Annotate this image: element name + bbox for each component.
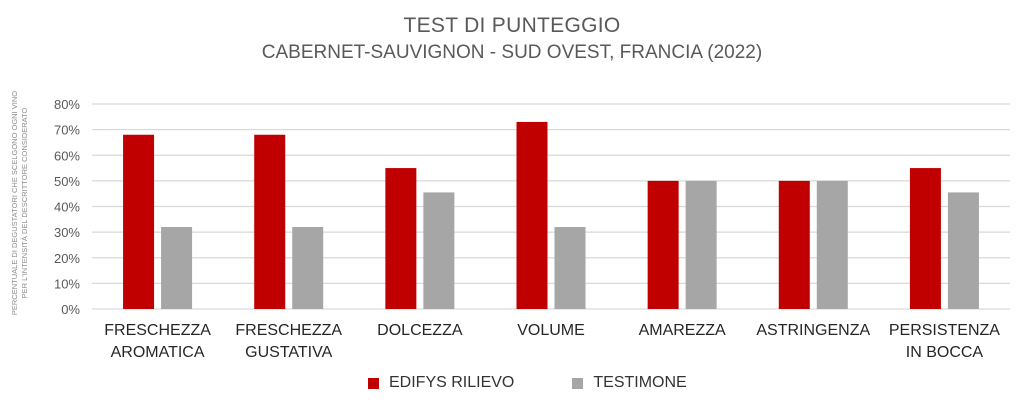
x-tick-label: VOLUME bbox=[517, 322, 585, 339]
bar-edifys bbox=[254, 134, 286, 309]
bar-edifys bbox=[123, 134, 155, 309]
y-tick-label: 50% bbox=[54, 174, 80, 189]
x-tick-label: GUSTATIVA bbox=[245, 344, 332, 361]
bar-edifys bbox=[647, 180, 679, 309]
legend-item-edifys: EDIFYS RILIEVO bbox=[368, 374, 514, 392]
legend-label-edifys: EDIFYS RILIEVO bbox=[389, 374, 515, 391]
x-tick-label: PERSISTENZA bbox=[889, 322, 1000, 339]
legend-swatch-testimone bbox=[572, 377, 584, 389]
bar-testimone bbox=[292, 227, 324, 309]
bar-testimone bbox=[554, 227, 586, 309]
chart-title: TEST DI PUNTEGGIO bbox=[403, 14, 621, 37]
bar-edifys bbox=[385, 168, 417, 309]
bar-testimone bbox=[161, 227, 193, 309]
y-tick-label: 80% bbox=[54, 97, 80, 112]
legend-swatch-edifys bbox=[368, 377, 379, 389]
y-tick-label: 20% bbox=[54, 251, 80, 266]
y-tick-label: 10% bbox=[54, 276, 80, 291]
bar-testimone bbox=[423, 192, 455, 309]
bar-edifys bbox=[778, 180, 810, 309]
x-tick-label: ASTRINGENZA bbox=[756, 322, 870, 339]
x-tick-label: FRESCHEZZA bbox=[104, 322, 211, 339]
x-tick-label: IN BOCCA bbox=[906, 344, 984, 361]
legend-item-testimone: TESTIMONE bbox=[572, 374, 687, 392]
legend: EDIFYS RILIEVO TESTIMONE bbox=[368, 374, 745, 392]
x-tick-label: AROMATICA bbox=[111, 344, 205, 361]
y-tick-label: 60% bbox=[54, 148, 80, 163]
chart-subtitle: CABERNET-SAUVIGNON - SUD OVEST, FRANCIA … bbox=[261, 42, 763, 63]
bar-edifys bbox=[516, 121, 548, 309]
x-tick-label: FRESCHEZZA bbox=[235, 322, 342, 339]
y-tick-label: 30% bbox=[54, 225, 80, 240]
x-tick-label: AMAREZZA bbox=[639, 322, 726, 339]
bar-edifys bbox=[909, 168, 941, 309]
legend-label-testimone: TESTIMONE bbox=[593, 374, 687, 391]
bar-testimone bbox=[816, 180, 848, 309]
y-tick-label: 40% bbox=[54, 200, 80, 215]
y-tick-label: 70% bbox=[54, 123, 80, 138]
bar-testimone bbox=[947, 192, 979, 309]
x-tick-label: DOLCEZZA bbox=[377, 322, 463, 339]
bar-testimone bbox=[685, 180, 717, 309]
y-tick-label: 0% bbox=[61, 302, 80, 317]
